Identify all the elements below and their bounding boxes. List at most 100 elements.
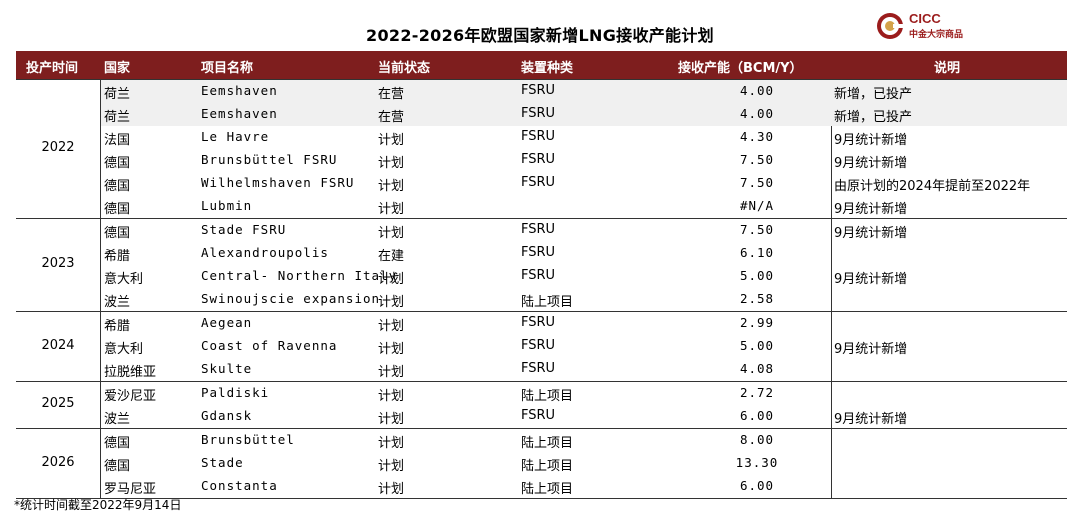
column-divider: [831, 429, 832, 498]
country-cell: 意大利: [104, 342, 144, 357]
country-cell: 罗马尼亚: [104, 482, 157, 497]
column-divider: [831, 219, 832, 311]
year-group: 2026 德国 Brunsbüttel 计划 陆上项目 8.00 德国 Stade 计划 陆上项目…: [16, 428, 1067, 499]
status-cell: 计划: [378, 226, 405, 241]
type-cell: FSRU: [521, 268, 556, 283]
project-cell: Alexandroupolis: [201, 245, 329, 260]
lng-capacity-table: 投产时间 国家 项目名称 当前状态 装置种类 接收产能（BCM/Y） 说明 20…: [16, 51, 1067, 499]
status-cell: 在营: [378, 110, 405, 125]
status-cell: 计划: [378, 319, 405, 334]
table-row: 波兰 Gdansk 计划 FSRU 6.00 9月统计新增: [16, 405, 1067, 428]
capacity-cell: #N/A: [739, 198, 775, 213]
country-cell: 希腊: [104, 319, 131, 334]
project-cell: Lubmin: [201, 198, 253, 213]
type-cell: 陆上项目: [521, 295, 574, 310]
capacity-cell: 2.72: [739, 385, 775, 400]
country-cell: 德国: [104, 202, 131, 217]
note-cell: 9月统计新增: [834, 156, 908, 171]
status-cell: 计划: [378, 202, 405, 217]
year-cell: 2023: [41, 256, 75, 271]
column-divider: [100, 80, 101, 218]
column-divider: [831, 382, 832, 428]
status-cell: 计划: [378, 412, 405, 427]
country-cell: 荷兰: [104, 87, 131, 102]
col-header-year: 投产时间: [26, 61, 79, 76]
country-cell: 希腊: [104, 249, 131, 264]
project-cell: Eemshaven: [201, 106, 278, 121]
col-header-note: 说明: [934, 61, 961, 76]
project-cell: Brunsbüttel FSRU: [201, 152, 338, 167]
table-row: 意大利 Coast of Ravenna 计划 FSRU 5.00 9月统计新增: [16, 335, 1067, 358]
type-cell: 陆上项目: [521, 436, 574, 451]
table-row: 意大利 Central- Northern Italy 计划 FSRU 5.00 9月统计…: [16, 265, 1067, 288]
footnote: *统计时间截至2022年9月14日: [14, 498, 182, 512]
status-cell: 计划: [378, 133, 405, 148]
note-cell: 9月统计新增: [834, 133, 908, 148]
year-cell: 2025: [41, 396, 75, 411]
capacity-cell: 6.10: [739, 245, 775, 260]
status-cell: 计划: [378, 482, 405, 497]
status-cell: 计划: [378, 459, 405, 474]
table-row: 希腊 Alexandroupolis 在建 FSRU 6.10: [16, 242, 1067, 265]
type-cell: FSRU: [521, 408, 556, 423]
table-row: 德国 Brunsbüttel 计划 陆上项目 8.00: [16, 429, 1067, 452]
note-cell: 9月统计新增: [834, 412, 908, 427]
table-row: 罗马尼亚 Constanta 计划 陆上项目 6.00: [16, 475, 1067, 498]
table-body: 2022 荷兰 Eemshaven 在营 FSRU 4.00 新增，已投产 荷兰 Eemshav…: [16, 79, 1067, 499]
table-row: 德国 Stade FSRU 计划 FSRU 7.50 9月统计新增: [16, 219, 1067, 242]
table-row: 德国 Stade 计划 陆上项目 13.30: [16, 452, 1067, 475]
table-row: 荷兰 Eemshaven 在营 FSRU 4.00 新增，已投产: [101, 80, 1067, 103]
table-row: 希腊 Aegean 计划 FSRU 2.99: [16, 312, 1067, 335]
status-cell: 计划: [378, 179, 405, 194]
project-cell: Swinoujscie expansion: [201, 291, 381, 306]
type-cell: FSRU: [521, 175, 556, 190]
project-cell: Stade FSRU: [201, 222, 287, 237]
year-group: 2024 希腊 Aegean 计划 FSRU 2.99 意大利 Coast of Ravenn…: [16, 311, 1067, 381]
col-header-project: 项目名称: [201, 61, 254, 76]
status-cell: 在建: [378, 249, 405, 264]
capacity-cell: 7.50: [739, 152, 775, 167]
project-cell: Brunsbüttel: [201, 432, 295, 447]
year-cell: 2026: [41, 454, 75, 470]
country-cell: 波兰: [104, 412, 131, 427]
country-cell: 荷兰: [104, 110, 131, 125]
cicc-logo: CICC 中金大宗商品: [876, 10, 976, 44]
project-cell: Wilhelmshaven FSRU: [201, 175, 355, 190]
capacity-cell: 5.00: [739, 268, 775, 283]
project-cell: Skulte: [201, 361, 253, 376]
capacity-cell: 4.08: [739, 361, 775, 376]
project-cell: Stade: [201, 455, 244, 470]
capacity-cell: 6.00: [739, 408, 775, 423]
column-divider: [100, 312, 101, 381]
note-cell: 9月统计新增: [834, 226, 908, 241]
type-cell: 陆上项目: [521, 459, 574, 474]
country-cell: 德国: [104, 459, 131, 474]
capacity-cell: 4.30: [739, 129, 775, 144]
table-row: 法国 Le Havre 计划 FSRU 4.30 9月统计新增: [16, 126, 1067, 149]
status-cell: 计划: [378, 342, 405, 357]
status-cell: 计划: [378, 365, 405, 380]
status-cell: 计划: [378, 295, 405, 310]
type-cell: 陆上项目: [521, 389, 574, 404]
note-cell: 9月统计新增: [834, 342, 908, 357]
logo-subtitle: 中金大宗商品: [909, 30, 964, 40]
table-row: 荷兰 Eemshaven 在营 FSRU 4.00 新增，已投产: [101, 103, 1067, 126]
status-cell: 在营: [378, 87, 405, 102]
type-cell: FSRU: [521, 222, 556, 237]
year-group: 2022 荷兰 Eemshaven 在营 FSRU 4.00 新增，已投产 荷兰 Eemshav…: [16, 79, 1067, 218]
type-cell: FSRU: [521, 361, 556, 376]
table-row: 爱沙尼亚 Paldiski 计划 陆上项目 2.72: [16, 382, 1067, 405]
type-cell: 陆上项目: [521, 482, 574, 497]
capacity-cell: 4.00: [739, 83, 775, 98]
project-cell: Constanta: [201, 478, 278, 493]
country-cell: 法国: [104, 133, 131, 148]
table-row: 德国 Wilhelmshaven FSRU 计划 FSRU 7.50 由原计划的2024年…: [16, 172, 1067, 195]
type-cell: FSRU: [521, 129, 556, 144]
project-cell: Eemshaven: [201, 83, 278, 98]
logo-brand: CICC: [909, 11, 941, 26]
note-cell: 9月统计新增: [834, 272, 908, 287]
project-cell: Le Havre: [201, 129, 270, 144]
note-cell: 由原计划的2024年提前至2022年: [834, 179, 1031, 194]
col-header-status: 当前状态: [378, 61, 431, 76]
project-cell: Gdansk: [201, 408, 253, 423]
